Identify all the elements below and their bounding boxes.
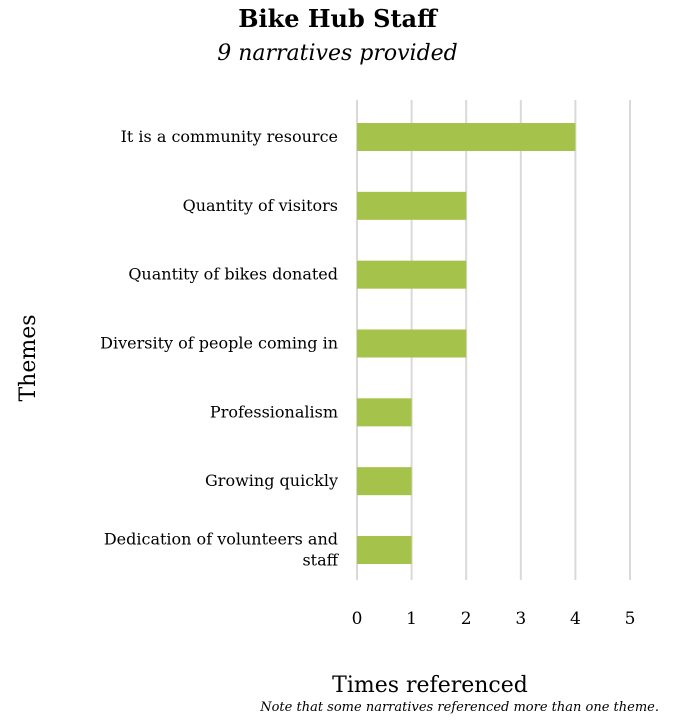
x-tick-label: 2	[461, 609, 472, 629]
x-tick-label: 1	[406, 609, 417, 629]
x-tick-label: 4	[570, 609, 581, 629]
category-label: Diversity of people coming in	[100, 333, 338, 352]
bar	[357, 191, 467, 220]
bar	[357, 329, 467, 358]
y-axis-title: Themes	[16, 314, 41, 401]
category-label: Quantity of visitors	[183, 195, 338, 214]
category-label: It is a community resource	[121, 127, 338, 146]
bar	[357, 536, 412, 564]
category-label: Professionalism	[210, 402, 338, 421]
chart-subtitle: 9 narratives provided	[217, 41, 458, 66]
bars	[357, 123, 576, 564]
category-labels: It is a community resource Quantity of vi…	[100, 127, 339, 570]
category-label: Growing quickly	[205, 471, 338, 490]
category-label: Quantity of bikes donated	[128, 264, 338, 283]
x-tick-label: 3	[515, 609, 526, 629]
chart-title: Bike Hub Staff	[238, 4, 437, 33]
x-tick-label: 5	[625, 609, 636, 629]
chart-note: Note that some narratives referenced mor…	[260, 700, 659, 715]
bar	[357, 467, 412, 496]
x-axis-title: Times referenced	[332, 673, 528, 698]
x-tick-label: 0	[352, 609, 363, 629]
category-label: Dedication of volunteers and staff	[104, 529, 340, 569]
bar	[357, 260, 467, 289]
x-tick-labels: 0 1 2 3 4 5	[352, 609, 636, 629]
bar	[357, 123, 576, 151]
bar	[357, 398, 412, 427]
